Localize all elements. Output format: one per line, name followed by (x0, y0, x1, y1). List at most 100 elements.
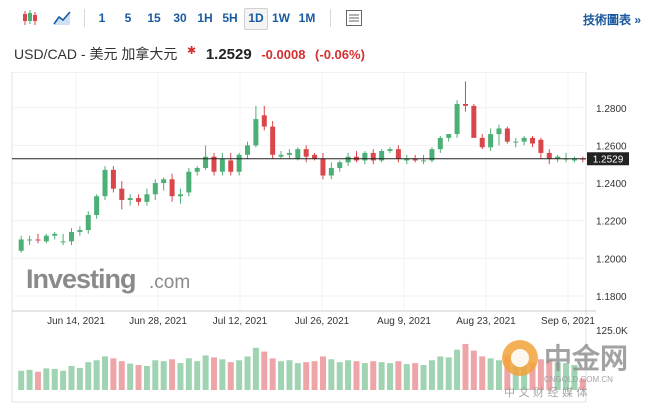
logo-brand: Investing (26, 264, 136, 294)
candle-body (479, 137, 485, 148)
candle-body (35, 239, 41, 241)
volume-bar (210, 357, 217, 390)
candle-body (236, 154, 242, 172)
volume-bar (546, 360, 553, 390)
volume-bar (102, 356, 109, 390)
watermark-url: CNGOLD.COM.CN (544, 375, 613, 384)
volume-bar (370, 361, 377, 390)
alert-icon[interactable]: ✱ (186, 45, 197, 57)
volume-bar (93, 360, 100, 390)
timeframe-1mo[interactable]: 1M (298, 11, 316, 25)
volume-bar (579, 378, 586, 390)
volume-bar (353, 361, 360, 390)
candle-body (404, 158, 410, 161)
volume-bar (202, 355, 209, 390)
volume-bar (185, 358, 192, 390)
volume-bar (504, 355, 511, 390)
timeframe-15m[interactable]: 15 (147, 11, 161, 25)
candle-body (538, 139, 544, 153)
price-tick-label: 1.1800 (596, 292, 627, 303)
candle-body (194, 167, 200, 172)
timeframe-5m[interactable]: 5 (124, 11, 132, 25)
candle-body (110, 169, 116, 189)
price-tick-label: 1.2000 (596, 254, 627, 265)
candle-body (136, 198, 142, 202)
candle-body (60, 241, 66, 243)
volume-bar (252, 347, 259, 390)
volume-bar (378, 362, 385, 390)
volume-bar (143, 366, 150, 390)
candle-body (68, 231, 74, 242)
volume-bar (68, 366, 75, 390)
price-change-percent: (-0.06%) (315, 47, 365, 62)
table-view-icon[interactable] (344, 8, 364, 28)
volume-bar (521, 362, 528, 390)
candlestick-icon[interactable] (20, 8, 40, 28)
candle-body (177, 194, 183, 197)
candle-body (328, 167, 334, 176)
area-chart-icon[interactable] (52, 8, 72, 28)
volume-bar (445, 357, 452, 390)
candle-body (379, 151, 385, 161)
toolbar-divider (330, 9, 331, 27)
instrument-name: USD/CAD - 美元 加拿大元 (14, 46, 178, 62)
volume-bar (51, 368, 58, 390)
candle-body (261, 115, 267, 127)
date-tick-label: Jul 12, 2021 (213, 316, 268, 327)
timeframe-5h[interactable]: 5H (222, 11, 238, 25)
candle-body (161, 179, 167, 184)
price-axis-labels: 1.2800 1.2600 1.2400 1.2200 1.2000 1.1800 (596, 104, 627, 303)
candle-body (169, 179, 175, 197)
volume-bar (26, 369, 33, 390)
volume-bar (328, 359, 335, 390)
price-chart[interactable]: 1.2529 1.2800 1.2600 1.2400 1.2200 1.2000 1.1… (0, 72, 657, 405)
timeframe-1m[interactable]: 1 (98, 11, 106, 25)
candle-body (504, 128, 510, 142)
candle-body (245, 145, 251, 155)
volume-bar (110, 358, 117, 390)
candle-body (462, 103, 468, 106)
volume-bar (462, 343, 469, 390)
price-tick-label: 1.2200 (596, 217, 627, 228)
candle-body (320, 158, 326, 176)
candle-body (437, 137, 443, 150)
timeframe-30m[interactable]: 30 (173, 11, 187, 25)
price-change: -0.0008 (261, 47, 306, 62)
volume-bar (311, 361, 318, 390)
candle-body (203, 156, 209, 168)
volume-bar (152, 360, 159, 390)
candle-body (362, 152, 368, 161)
technical-chart-link[interactable]: 技術圖表 » (582, 13, 641, 27)
timeframe-1w[interactable]: 1W (272, 11, 290, 25)
volume-bar (177, 363, 184, 390)
candle-body (43, 235, 49, 242)
watermark-name: 中金网 (544, 342, 628, 375)
volume-bar (227, 362, 234, 390)
candle-body (387, 149, 393, 152)
volume-bar (495, 360, 502, 390)
candle-body (228, 160, 234, 172)
last-price: 1.2529 (205, 46, 252, 63)
volume-bar (454, 349, 461, 390)
date-tick-label: Jun 14, 2021 (47, 316, 105, 327)
volume-bar (18, 370, 25, 390)
candle-body (94, 196, 100, 216)
watermark-slogan: 中 文 财 经 媒 体 (504, 385, 587, 399)
volume-bar (563, 363, 570, 390)
candle-body (546, 152, 552, 159)
candle-body (127, 198, 133, 200)
timeframe-1h[interactable]: 1H (197, 11, 213, 25)
candle-body (446, 134, 452, 138)
volume-bar (34, 371, 41, 390)
candle-body (471, 105, 477, 138)
volume-bar (244, 356, 251, 390)
volume-bar (261, 351, 268, 390)
date-tick-label: Jun 28, 2021 (129, 316, 187, 327)
candlestick-series (18, 81, 586, 253)
candle-body (77, 230, 83, 232)
candle-body (270, 126, 276, 155)
volume-bar (194, 361, 201, 390)
date-axis-labels: Jun 14, 2021 Jun 28, 2021 Jul 12, 2021 Jul … (47, 316, 595, 327)
volume-bar (387, 363, 394, 390)
timeframe-1d[interactable]: 1D (244, 8, 268, 30)
